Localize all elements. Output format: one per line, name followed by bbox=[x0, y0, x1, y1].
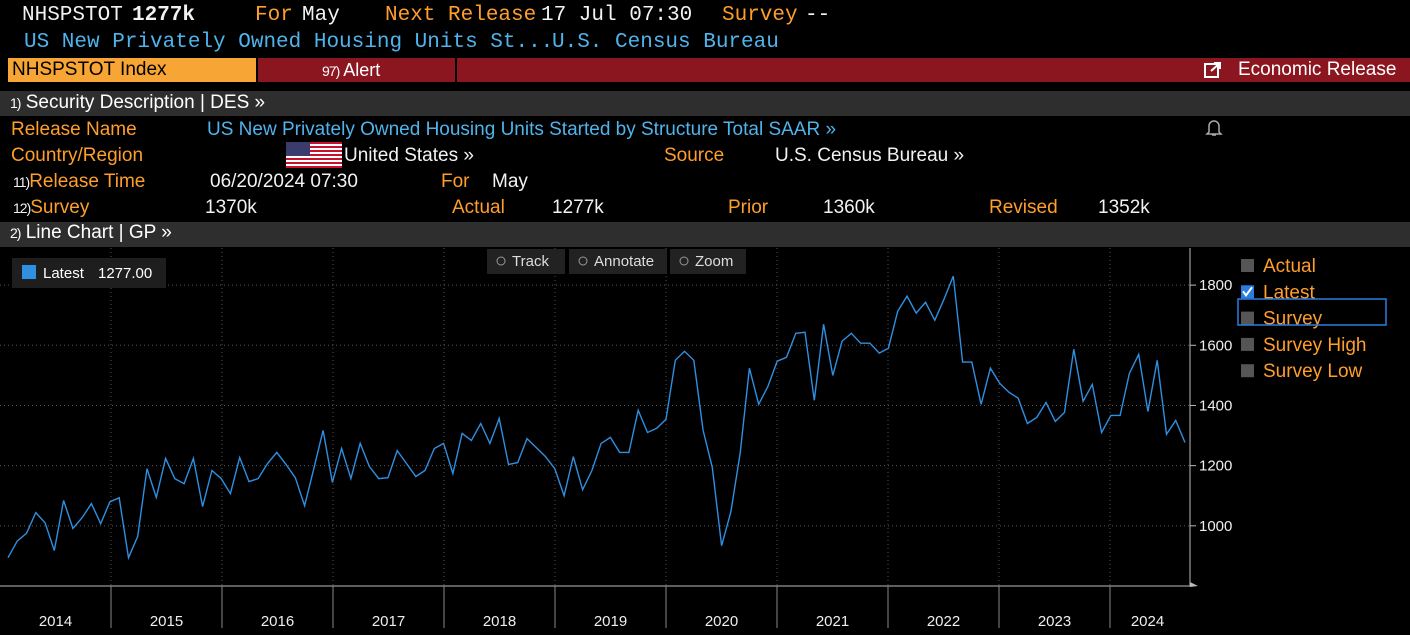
x-tick-label: 2022 bbox=[927, 613, 960, 630]
num: 1) bbox=[10, 95, 21, 111]
prior: 1360k bbox=[823, 197, 875, 218]
description: US New Privately Owned Housing Units St.… bbox=[24, 31, 554, 54]
section-bar bbox=[0, 222, 1410, 247]
section-title[interactable]: 1) Security Description | DES » bbox=[10, 92, 265, 114]
section-title[interactable]: 2) Line Chart | GP » bbox=[10, 222, 172, 244]
num: 2) bbox=[10, 225, 21, 241]
tool-button[interactable] bbox=[569, 249, 667, 274]
y-tick-label: 1600 bbox=[1199, 337, 1232, 354]
survey-row[interactable]: 12)Survey bbox=[13, 197, 89, 219]
x-tick-label: 2018 bbox=[483, 613, 516, 630]
tool-label[interactable]: Zoom bbox=[695, 253, 733, 270]
legend-checkbox bbox=[1241, 311, 1254, 325]
x-tick-label: 2015 bbox=[150, 613, 183, 630]
label: For bbox=[441, 171, 470, 192]
chart: 2014 2015 2016 2017 2018 2019 2020 2021 2022 2023… bbox=[0, 248, 1410, 635]
release-time-row[interactable]: 11)Release Time bbox=[13, 171, 145, 193]
y-tick-label: 1000 bbox=[1199, 518, 1232, 535]
title: Security Description bbox=[25, 92, 195, 113]
next-release-value: 17 Jul 07:30 bbox=[541, 4, 693, 27]
bell-icon[interactable] bbox=[1205, 118, 1223, 138]
legend-box bbox=[12, 258, 166, 288]
legend-check bbox=[1242, 286, 1253, 297]
x-tick-label: 2021 bbox=[816, 613, 849, 630]
label: Source bbox=[664, 145, 725, 166]
y-tick-label: 1800 bbox=[1199, 277, 1232, 294]
survey-label: Survey bbox=[722, 4, 798, 27]
y-tick-label: 1200 bbox=[1199, 458, 1232, 475]
legend-swatch bbox=[22, 265, 36, 279]
legend-item[interactable]: Survey High bbox=[1263, 335, 1367, 356]
divider bbox=[455, 58, 457, 82]
legend-checkbox bbox=[1241, 259, 1254, 272]
legend-focus bbox=[1237, 298, 1387, 326]
actual: 1277k bbox=[552, 197, 604, 218]
for-value: May bbox=[492, 171, 528, 192]
section-bar bbox=[0, 91, 1410, 116]
x-axis-band bbox=[0, 586, 1410, 635]
release-time: 06/20/2024 07:30 bbox=[210, 171, 358, 192]
index-button[interactable]: NHSPSTOT Index bbox=[8, 58, 256, 82]
x-tick-label: 2014 bbox=[39, 613, 72, 630]
x-tick-label: 2019 bbox=[594, 613, 627, 630]
survey-value: -- bbox=[805, 4, 831, 27]
tool-button[interactable] bbox=[670, 249, 746, 274]
series-line bbox=[7, 275, 1186, 561]
num: 11) bbox=[13, 174, 30, 190]
tool-icon bbox=[679, 256, 689, 266]
label: Survey bbox=[30, 197, 90, 218]
tool-icon bbox=[578, 256, 588, 266]
legend-label: Latest bbox=[43, 265, 85, 282]
last-value: 1277k bbox=[132, 4, 196, 27]
x-tick-label: 2020 bbox=[705, 613, 738, 630]
ticker: NHSPSTOT bbox=[22, 4, 123, 27]
legend-item[interactable]: Actual bbox=[1263, 256, 1316, 277]
legend-checkbox bbox=[1241, 364, 1254, 378]
next-release-label: Next Release bbox=[385, 4, 537, 27]
legend-item[interactable]: Latest bbox=[1263, 282, 1315, 303]
alert-num: 97) bbox=[322, 63, 340, 79]
x-tick-label: 2017 bbox=[372, 613, 405, 630]
num: 12) bbox=[13, 200, 31, 216]
revised: 1352k bbox=[1098, 197, 1150, 218]
us-flag bbox=[286, 142, 342, 168]
legend-value: 1277.00 bbox=[98, 265, 152, 282]
title: Line Chart | GP » bbox=[25, 222, 172, 243]
tool-label[interactable]: Annotate bbox=[594, 253, 654, 270]
label: Release Time bbox=[29, 171, 146, 192]
x-tick-label: 2016 bbox=[261, 613, 294, 630]
economic-release[interactable]: Economic Release bbox=[1238, 59, 1397, 80]
tool-button[interactable] bbox=[487, 249, 565, 274]
label: Country/Region bbox=[11, 145, 144, 166]
source: U.S. Census Bureau bbox=[552, 31, 779, 54]
x-tick-label: 2023 bbox=[1038, 613, 1071, 630]
for-value: May bbox=[302, 4, 340, 27]
release-name[interactable]: US New Privately Owned Housing Units Sta… bbox=[207, 119, 837, 140]
legend-item[interactable]: Survey bbox=[1263, 309, 1323, 330]
alert-button[interactable]: 97) Alert bbox=[322, 58, 380, 83]
launch-icon bbox=[1204, 62, 1221, 78]
code: | DES » bbox=[199, 92, 266, 113]
for-label: For bbox=[255, 4, 293, 27]
survey: 1370k bbox=[205, 197, 257, 218]
axis-arrow bbox=[1190, 582, 1198, 587]
tool-icon bbox=[496, 256, 506, 266]
label: Release Name bbox=[11, 119, 137, 140]
country[interactable]: United States » bbox=[344, 145, 474, 166]
label: Prior bbox=[728, 197, 769, 218]
x-tick-label: 2024 bbox=[1131, 613, 1164, 630]
label: Revised bbox=[989, 197, 1058, 218]
tool-label[interactable]: Track bbox=[512, 253, 549, 270]
legend-checkbox bbox=[1241, 337, 1254, 351]
source[interactable]: U.S. Census Bureau » bbox=[775, 145, 965, 166]
legend-item[interactable]: Survey Low bbox=[1263, 361, 1363, 382]
alert: Alert bbox=[343, 60, 381, 80]
y-tick-label: 1400 bbox=[1199, 397, 1232, 414]
label: Actual bbox=[452, 197, 505, 218]
